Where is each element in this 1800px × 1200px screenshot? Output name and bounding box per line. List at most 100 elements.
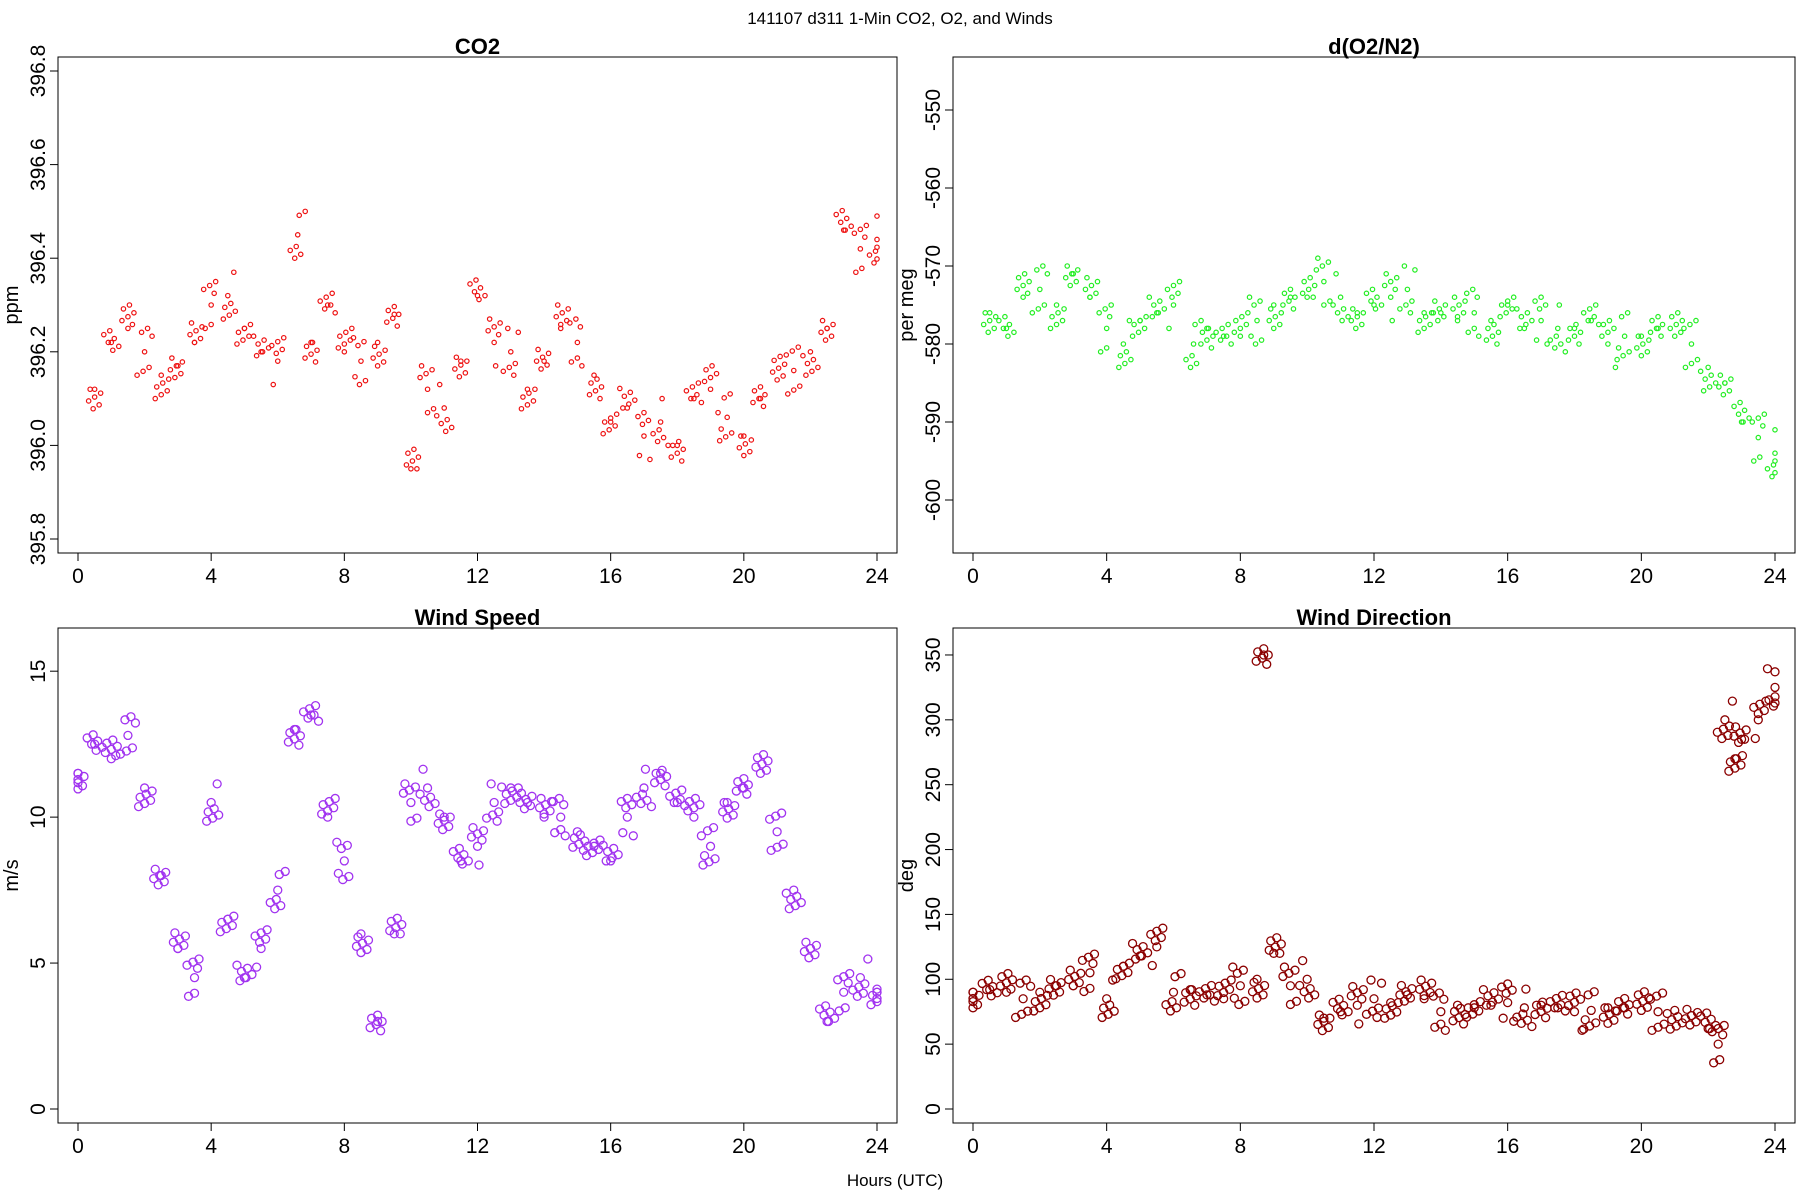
wind-speed-point <box>513 783 523 793</box>
o2-point <box>1292 294 1298 301</box>
co2-point <box>694 391 700 398</box>
o2-point <box>1498 302 1505 308</box>
co2-point <box>800 352 806 359</box>
wind-speed-chart: Wind Speed m/s 0 4 8 12 16 20 24 0 5 10 15 <box>1 605 898 1158</box>
o2-point <box>1514 306 1520 312</box>
o2-point <box>1005 333 1011 340</box>
o2-point <box>1427 321 1433 328</box>
o2-point <box>1436 306 1443 312</box>
o2-point <box>1697 368 1704 375</box>
co2-point <box>303 343 310 350</box>
o2-point <box>1270 302 1277 308</box>
co2-point <box>727 391 733 397</box>
o2-point <box>1278 309 1285 316</box>
o2-point <box>1381 282 1388 289</box>
co2-point <box>146 364 152 371</box>
o2-point <box>1483 337 1490 343</box>
co2-point <box>109 347 116 354</box>
wind-speed-point <box>761 765 772 775</box>
co2-point <box>436 381 443 388</box>
o2-point <box>1576 341 1582 347</box>
wind-speed-point <box>280 866 290 877</box>
co2-point <box>153 384 160 390</box>
wind-direction-point <box>1586 1005 1596 1016</box>
o2-point <box>1141 325 1148 332</box>
co2-point <box>418 363 425 369</box>
co2-point <box>874 213 880 219</box>
co2-point <box>612 423 618 429</box>
wind-speed-point <box>843 978 853 988</box>
o2-point <box>1020 282 1026 289</box>
o2-point <box>1504 298 1511 304</box>
co2-point <box>545 350 552 357</box>
o2-point <box>1720 391 1727 398</box>
wind-direction-point <box>1290 965 1300 975</box>
co2-point <box>520 394 526 400</box>
wind-direction-point <box>1105 1000 1115 1010</box>
o2-point <box>1612 364 1619 371</box>
co2-point <box>843 215 850 222</box>
wind-direction-point <box>1507 985 1517 995</box>
o2-point <box>1363 290 1370 297</box>
co2-point <box>803 372 809 379</box>
o2-point <box>1454 313 1461 320</box>
co2-point <box>383 319 390 325</box>
wind-speed-point <box>672 797 682 808</box>
co2-point <box>874 236 880 243</box>
o2-point <box>1315 255 1321 262</box>
wind-direction-point <box>1753 715 1763 725</box>
co2-point <box>738 433 744 439</box>
wind-speed-point <box>273 885 283 895</box>
wind-speed-point <box>333 868 343 879</box>
wind-direction-point <box>1653 1007 1663 1017</box>
wind-speed-point <box>598 840 608 850</box>
co2-point <box>423 370 429 377</box>
o2-point <box>1571 333 1578 340</box>
wind-direction-point <box>985 985 995 995</box>
wind-speed-point <box>527 791 537 801</box>
o2-point <box>1430 309 1437 316</box>
o2-point <box>1064 263 1071 269</box>
co2-point <box>515 329 522 336</box>
wind-speed-point <box>375 1026 386 1036</box>
o2-point <box>1299 290 1306 297</box>
wind-speed-point <box>306 710 316 720</box>
wind-speed-point <box>639 783 649 793</box>
co2-point <box>329 290 335 297</box>
co2-point <box>179 359 186 365</box>
o2-point <box>1189 352 1195 359</box>
o2-points <box>980 255 1778 480</box>
wind-speed-point <box>642 795 652 806</box>
co2-point <box>96 402 102 408</box>
wind-direction-point <box>1338 1000 1349 1011</box>
wind-speed-point <box>478 826 489 836</box>
o2-point <box>1599 333 1605 340</box>
co2-point <box>371 343 378 350</box>
wind-speed-point <box>796 897 806 908</box>
o2-point <box>1668 313 1675 320</box>
o2-point <box>1190 341 1197 347</box>
o2-point <box>1053 321 1060 328</box>
wind-direction-point <box>1718 1030 1728 1040</box>
co2-point <box>680 446 687 453</box>
co2-point <box>91 394 98 400</box>
co2-xtick-label: 4 <box>205 565 217 588</box>
o2-point <box>1276 321 1283 328</box>
o2-point <box>991 325 998 332</box>
wind-speed-point <box>689 812 699 822</box>
wind-direction-point <box>1662 1008 1672 1019</box>
wind-direction-point <box>1262 659 1272 669</box>
co2-point <box>433 412 440 419</box>
o2-point <box>1702 376 1708 382</box>
co2-point <box>641 409 647 416</box>
wind-speed-plot-frame <box>57 627 898 1124</box>
co2-point <box>323 294 329 301</box>
wind-speed-point <box>627 800 637 810</box>
co2-point <box>748 437 755 443</box>
wind-speed-point <box>247 969 257 980</box>
wind-direction-point <box>1750 733 1760 744</box>
co2-point <box>675 438 682 445</box>
co2-point <box>380 359 387 365</box>
o2-point <box>1756 454 1763 460</box>
o2-point <box>1002 313 1008 320</box>
